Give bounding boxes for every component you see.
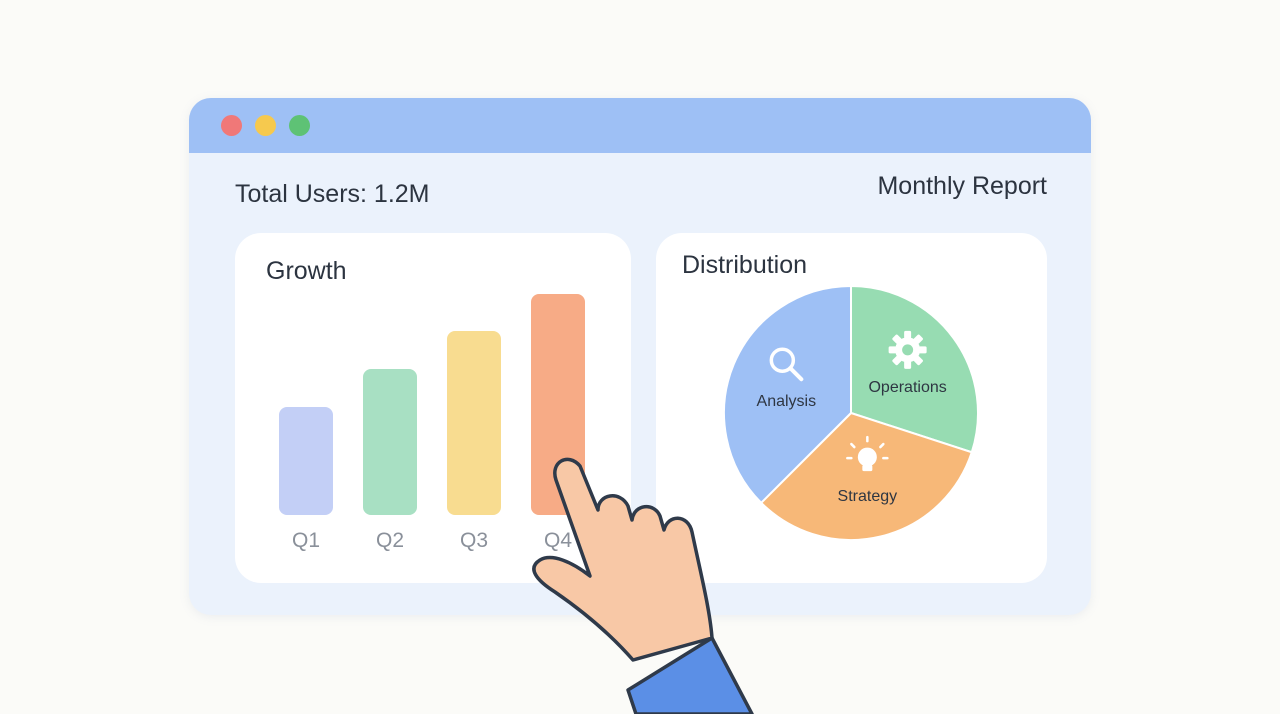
distribution-title: Distribution xyxy=(682,251,808,279)
bar-q1[interactable] xyxy=(279,407,333,515)
bar-q3[interactable] xyxy=(447,331,501,515)
report-window: Total Users: 1.2M Monthly Report Growth … xyxy=(189,98,1091,615)
report-title: Monthly Report xyxy=(877,172,1047,200)
maximize-control[interactable] xyxy=(289,115,310,136)
close-control[interactable] xyxy=(221,115,242,136)
pie-slice-analysis[interactable] xyxy=(723,284,852,505)
pie-slice-strategy[interactable] xyxy=(759,411,974,541)
distribution-pie-chart: Analysis Operations Strategy xyxy=(723,284,979,541)
bar-q4[interactable] xyxy=(531,293,585,515)
growth-card: Growth Q1 Q2 Q3 Q4 xyxy=(235,233,631,583)
window-titlebar xyxy=(189,98,1091,153)
slice-label-strategy: Strategy xyxy=(838,488,898,505)
lightbulb-icon xyxy=(846,435,889,472)
bar-q2[interactable] xyxy=(363,369,417,515)
pie-slice-operations[interactable] xyxy=(850,284,979,454)
distribution-card: Distribution Analysis Operations Strategy xyxy=(656,233,1047,583)
total-users-stat: Total Users: 1.2M xyxy=(235,180,430,208)
magnifier-icon xyxy=(769,347,804,382)
tick-label-q3: Q3 xyxy=(459,529,488,552)
growth-title: Growth xyxy=(266,257,347,285)
slice-label-analysis: Analysis xyxy=(757,393,817,410)
slice-label-operations: Operations xyxy=(868,379,946,396)
gear-icon xyxy=(888,330,927,369)
tick-label-q2: Q2 xyxy=(375,529,404,552)
tick-label-q1: Q1 xyxy=(291,529,320,552)
minimize-control[interactable] xyxy=(255,115,276,136)
tick-label-q4: Q4 xyxy=(543,529,572,552)
